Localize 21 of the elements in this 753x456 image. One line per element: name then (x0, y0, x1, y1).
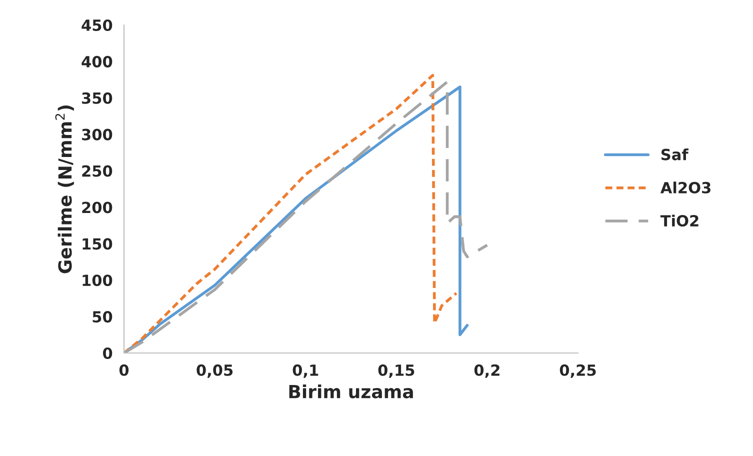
y-tick-label: 250 (82, 165, 112, 177)
y-tick-label: 50 (92, 311, 112, 323)
y-axis-title: Gerilme (N/mm$^{2}$) (55, 105, 74, 274)
x-tick-label: 0,15 (378, 364, 414, 378)
y-tick-label: 150 (82, 238, 112, 250)
x-tick-label: 0 (119, 364, 129, 376)
x-tick-label: 0,25 (560, 364, 596, 378)
y-tick-label: 100 (82, 274, 112, 286)
legend-label: TiO2 (660, 214, 698, 227)
y-tick-label: 200 (82, 202, 112, 214)
x-tick-label: 0,2 (474, 364, 500, 378)
legend-label: Al2O3 (660, 182, 710, 194)
y-tick-label: 450 (82, 19, 112, 32)
x-axis-title: Birim uzama (289, 384, 413, 398)
y-tick-label: 350 (82, 92, 112, 104)
x-tick-label: 0,1 (292, 364, 318, 378)
x-tick-label: 0,05 (196, 364, 233, 378)
y-tick-label: 400 (82, 56, 112, 68)
y-tick-label: 300 (82, 128, 112, 140)
legend-label: Saf (661, 148, 688, 160)
y-tick-label: 0 (102, 347, 112, 360)
